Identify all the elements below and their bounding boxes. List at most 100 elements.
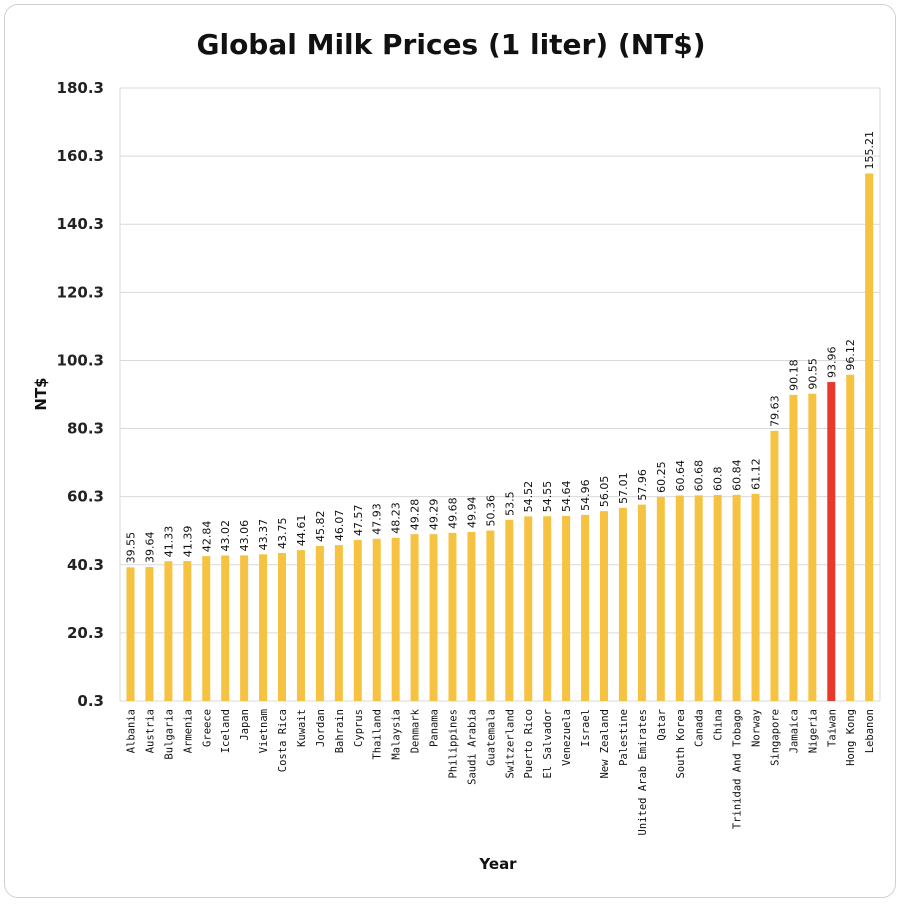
x-tick-label: Palestine [618,709,630,766]
data-label: 43.06 [238,520,251,552]
bar-philippines [448,532,457,701]
data-label: 39.64 [143,532,156,564]
bar-bahrain [334,545,343,701]
data-label: 79.63 [768,395,781,427]
bar-greece [202,556,211,701]
data-label: 60.8 [712,466,725,491]
x-tick-label: South Korea [675,709,687,779]
data-label: 56.05 [598,476,611,508]
data-label: 41.33 [162,526,175,558]
x-tick-label: Saudi Arabia [466,709,478,785]
x-tick-label: Bahrain [334,709,346,753]
data-label: 49.29 [428,499,441,531]
x-tick-label: Malaysia [391,709,403,760]
bar-lebanon [865,173,874,702]
bar-denmark [410,534,419,701]
bar-qatar [656,496,665,701]
data-label: 49.94 [465,496,478,528]
bar-taiwan [827,382,836,701]
data-label: 54.96 [579,479,592,511]
y-tick-label: 60.3 [67,488,104,506]
bar-canada [694,495,703,701]
x-tick-label: Greece [201,709,213,747]
x-tick-label: Trinidad And Tobago [732,709,744,829]
bar-bulgaria [164,561,173,701]
x-tick-label: Lebanon [864,709,876,753]
x-tick-label: Canada [694,709,706,747]
x-tick-label: Costa Rica [277,709,289,772]
x-tick-label: Austria [144,709,156,753]
data-label: 53.5 [503,491,516,516]
grid-layer [119,87,881,702]
x-tick-label: Singapore [769,709,781,766]
data-label: 47.57 [352,505,365,537]
data-label: 49.28 [409,499,422,531]
x-tick-label: China [713,709,725,741]
bar-nigeria [808,393,817,701]
x-tick-label: Panama [429,709,441,747]
bar-iceland [221,555,230,701]
x-axis-title: Year [478,855,517,873]
bar-jordan [315,545,324,701]
data-label: 90.18 [787,359,800,391]
data-label: 54.52 [522,481,535,513]
x-tick-label: Japan [239,709,251,741]
bar-guatemala [486,530,495,701]
x-tick-label: Jordan [315,709,327,747]
data-label: 49.68 [446,497,459,529]
data-label: 45.82 [314,510,327,542]
y-tick-label: 80.3 [67,420,104,438]
data-label: 60.68 [693,460,706,492]
x-tick-label: Denmark [410,708,422,753]
bar-jamaica [789,394,798,701]
data-label: 155.21 [863,131,876,170]
x-tick-label: Hong Kong [845,709,857,766]
bar-japan [240,555,249,701]
bar-vietnam [259,554,268,701]
x-tick-label: Thailand [372,709,384,760]
data-label: 90.55 [806,358,819,390]
bar-switzerland [505,519,514,701]
x-tick-label: Kuwait [296,709,308,747]
bar-hong-kong [846,374,855,701]
bar-saudi-arabia [467,531,476,701]
bar-new-zealand [600,511,608,701]
y-tick-label: 100.3 [57,351,104,369]
x-tick-label: United Arab Emirates [637,709,649,835]
bar-united-arab-emirates [637,504,646,701]
y-tick-layer: 0.3 20.3 40.3 60.3 80.3 100.3 120.3 140.3 160.3 1… [57,79,104,710]
bar-singapore [770,430,779,701]
chart-title: Global Milk Prices (1 liter) (NT$) [196,28,705,61]
x-tick-label: Taiwan [826,709,838,747]
bar-thailand [372,538,381,701]
x-tick-label: Albania [126,709,138,753]
x-tick-label: Cyprus [353,709,365,747]
x-tick-label: Vietnam [258,709,270,753]
bar-palestine [618,507,627,701]
data-label: 57.01 [617,472,630,504]
x-tick-label: Philippines [447,709,459,779]
bar-kuwait [296,550,305,701]
x-tick-label: Puerto Rico [523,709,535,779]
bar-malaysia [391,537,400,701]
data-label: 48.23 [390,502,403,534]
data-label: 61.12 [750,458,763,490]
y-tick-label: 20.3 [67,624,104,642]
x-tick-label: Switzerland [504,709,516,779]
x-tick-label: New Zealand [599,709,611,779]
x-tick-label: Iceland [220,709,232,753]
x-tick-label: Qatar [656,709,668,741]
bar-norway [751,493,760,701]
y-tick-label: 160.3 [57,147,104,165]
y-tick-label: 140.3 [57,215,104,233]
data-label: 41.39 [181,526,194,558]
bar-armenia [183,561,192,701]
bar-puerto-rico [524,516,533,701]
bar-austria [145,567,154,701]
y-tick-label: 180.3 [57,79,104,97]
data-label: 60.25 [655,461,668,493]
data-label: 60.84 [731,459,744,491]
data-label: 93.96 [825,347,838,379]
bar-panama [429,534,438,701]
data-label: 54.55 [541,481,554,513]
